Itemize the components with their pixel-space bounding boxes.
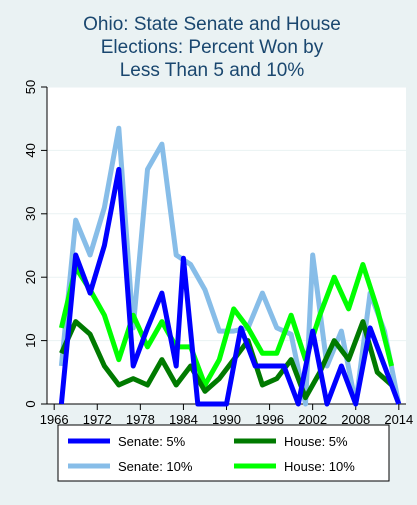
legend-label: Senate: 10%: [118, 459, 193, 474]
chart-title-line-3: Less Than 5 and 10%: [120, 60, 305, 81]
legend-label: House: 10%: [284, 459, 355, 474]
y-tick-label: 40: [23, 143, 38, 157]
y-tick-label: 0: [23, 400, 38, 407]
chart-title-line-2: Elections: Percent Won by: [101, 37, 324, 58]
x-tick-label: 1984: [169, 412, 198, 427]
x-tick-label: 2014: [384, 412, 413, 427]
series-lines: [58, 125, 402, 407]
series-line-senate-5: [58, 166, 402, 407]
legend-box: [57, 424, 390, 482]
x-tick-label: 1996: [255, 412, 284, 427]
y-tick-label: 30: [23, 207, 38, 221]
axes: 0 10 20 30 40 50 1966 1972 1978 1984 1990 1996 2002 2…: [23, 80, 413, 427]
legend-label: Senate: 5%: [118, 434, 186, 449]
series-line-house-10: [58, 262, 395, 388]
series-line-house-5: [59, 319, 394, 401]
chart-title-line-1: Ohio: State Senate and House: [83, 14, 341, 35]
series-line-senate-10: [58, 125, 402, 407]
legend-label: House: 5%: [284, 434, 348, 449]
x-tick-label: 1990: [212, 412, 241, 427]
y-tick-label: 10: [23, 333, 38, 347]
x-tick-label: 2008: [341, 412, 370, 427]
legend: Senate: 5% House: 5% Senate: 10% House: 10%: [57, 424, 390, 482]
x-tick-label: 1978: [126, 412, 155, 427]
x-tick-label: 2002: [298, 412, 327, 427]
x-tick-label: 1966: [40, 412, 69, 427]
y-tick-label: 20: [23, 270, 38, 284]
x-tick-label: 1972: [83, 412, 112, 427]
y-tick-label: 50: [23, 80, 38, 94]
